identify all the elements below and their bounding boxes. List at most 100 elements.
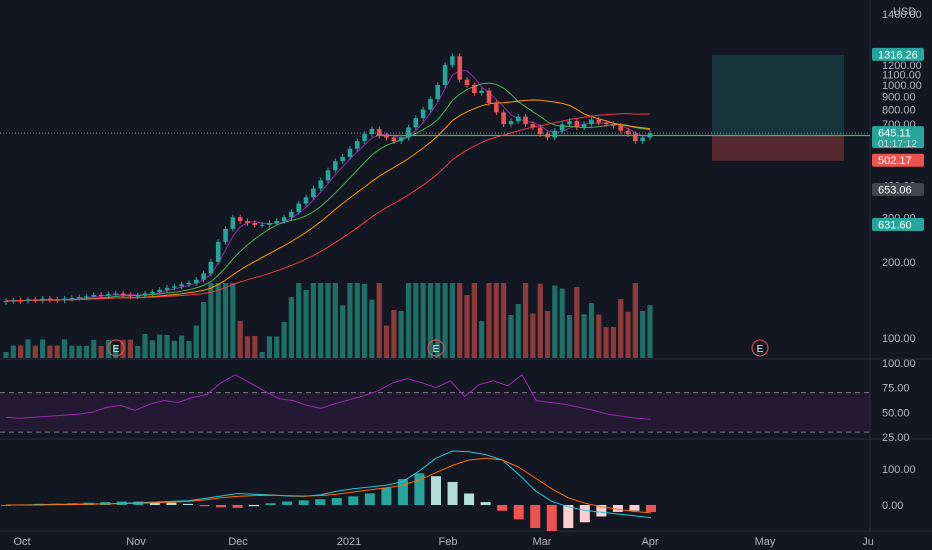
price-tag-label: 502.17 bbox=[878, 155, 912, 167]
volume-bar bbox=[186, 341, 192, 358]
macd-histogram-bar bbox=[596, 505, 607, 517]
candle-body bbox=[464, 79, 470, 86]
candle-body bbox=[62, 298, 67, 301]
candle-body bbox=[3, 301, 9, 303]
macd-histogram-bar bbox=[513, 505, 524, 520]
candle-body bbox=[479, 90, 484, 94]
price-tick-label: 1000.00 bbox=[882, 80, 922, 92]
earnings-marker-label: E bbox=[113, 344, 120, 355]
macd-histogram-bar bbox=[381, 487, 392, 505]
candle-body bbox=[603, 122, 609, 125]
volume-bar bbox=[479, 321, 485, 358]
position-zones[interactable] bbox=[712, 54, 844, 161]
candle-body bbox=[428, 99, 433, 110]
candle-body bbox=[215, 241, 221, 262]
time-tick-label: Feb bbox=[439, 536, 458, 548]
candle-body bbox=[11, 300, 16, 302]
volume-bar bbox=[281, 322, 287, 358]
time-tick-label: Apr bbox=[641, 536, 658, 548]
macd-histogram-bar bbox=[315, 499, 326, 505]
volume-bar bbox=[142, 334, 148, 358]
candle-body bbox=[435, 85, 441, 100]
volume-bar bbox=[537, 283, 543, 358]
candle-body bbox=[289, 211, 294, 218]
volume-bar bbox=[332, 283, 338, 358]
macd-histogram-bar bbox=[629, 505, 640, 511]
price-candles bbox=[3, 53, 653, 305]
candle-body bbox=[267, 222, 272, 225]
candle-body bbox=[150, 291, 155, 294]
candle-body bbox=[589, 119, 594, 125]
volume-bar bbox=[347, 283, 353, 358]
price-tag-label: 1316.26 bbox=[878, 49, 918, 61]
volume-bar bbox=[25, 339, 31, 358]
time-tick-label: May bbox=[755, 536, 776, 548]
macd-histogram-bar bbox=[298, 500, 309, 505]
volume-bar bbox=[318, 283, 324, 358]
candle-body bbox=[574, 121, 580, 128]
price-tag-label: 653.06 bbox=[878, 185, 912, 197]
candle-body bbox=[398, 137, 404, 142]
volume-bar bbox=[76, 345, 82, 358]
volume-bar bbox=[244, 336, 251, 358]
candle-body bbox=[186, 282, 192, 285]
candle-body bbox=[472, 85, 477, 94]
candle-body bbox=[442, 65, 448, 86]
candle-body bbox=[91, 294, 97, 297]
volume-bar bbox=[32, 345, 38, 358]
volume-bar bbox=[303, 290, 309, 358]
macd-histogram-bar bbox=[612, 505, 623, 512]
candle-body bbox=[18, 300, 23, 302]
macd-histogram-bar bbox=[282, 501, 293, 505]
volume-bar bbox=[135, 345, 141, 358]
candle-body bbox=[69, 297, 75, 299]
macd-panel: 100.00 0.00 bbox=[1, 450, 916, 531]
earnings-marker bbox=[107, 339, 125, 357]
candle-body bbox=[106, 294, 111, 296]
time-tick-label: Oct bbox=[13, 536, 30, 548]
candle-body bbox=[47, 298, 53, 300]
time-tick-label: Nov bbox=[126, 536, 146, 548]
candle-body bbox=[208, 261, 214, 274]
volume-bar bbox=[640, 310, 646, 358]
rsi-panel: 100.00 75.00 50.00 25.00 bbox=[0, 358, 916, 444]
price-tag-bg bbox=[872, 126, 924, 149]
volume-bar bbox=[149, 340, 155, 358]
volume-bar bbox=[259, 352, 265, 358]
volume-bar bbox=[508, 315, 514, 358]
price-tick-label: 200.00 bbox=[882, 257, 916, 269]
candle-body bbox=[172, 286, 177, 288]
time-axis[interactable]: Oct Nov Dec 2021 Feb Mar Apr May Ju bbox=[13, 536, 873, 548]
volume-bar bbox=[10, 345, 16, 358]
candle-body bbox=[530, 124, 536, 128]
sma-longest-line bbox=[5, 113, 651, 302]
candle-body bbox=[552, 130, 558, 138]
candle-body bbox=[157, 289, 162, 292]
volume-bar bbox=[442, 283, 448, 358]
moving-averages bbox=[5, 70, 651, 302]
volume-bar bbox=[222, 283, 229, 358]
volume-bar bbox=[603, 327, 609, 358]
chart-grid bbox=[0, 0, 932, 532]
volume-bar bbox=[340, 305, 346, 358]
signal-line bbox=[6, 457, 652, 514]
candle-body bbox=[230, 217, 236, 229]
volume-bar bbox=[54, 345, 60, 358]
volume-bar bbox=[632, 283, 638, 358]
volume-bar bbox=[69, 345, 75, 358]
price-tick-label: 900.00 bbox=[882, 92, 916, 104]
earnings-marker-label: E bbox=[433, 344, 440, 355]
volume-bar bbox=[252, 335, 258, 358]
volume-bar bbox=[383, 325, 390, 358]
macd-histogram-bar bbox=[348, 496, 359, 505]
volume-bar bbox=[157, 334, 163, 358]
price-tag-bg bbox=[872, 153, 924, 167]
rsi-tick-label: 75.00 bbox=[882, 383, 910, 395]
candle-body bbox=[406, 127, 411, 138]
volume-bar bbox=[544, 310, 551, 358]
volume-bar bbox=[171, 340, 177, 358]
volume-bar bbox=[647, 305, 653, 358]
volume-bar bbox=[98, 345, 104, 358]
